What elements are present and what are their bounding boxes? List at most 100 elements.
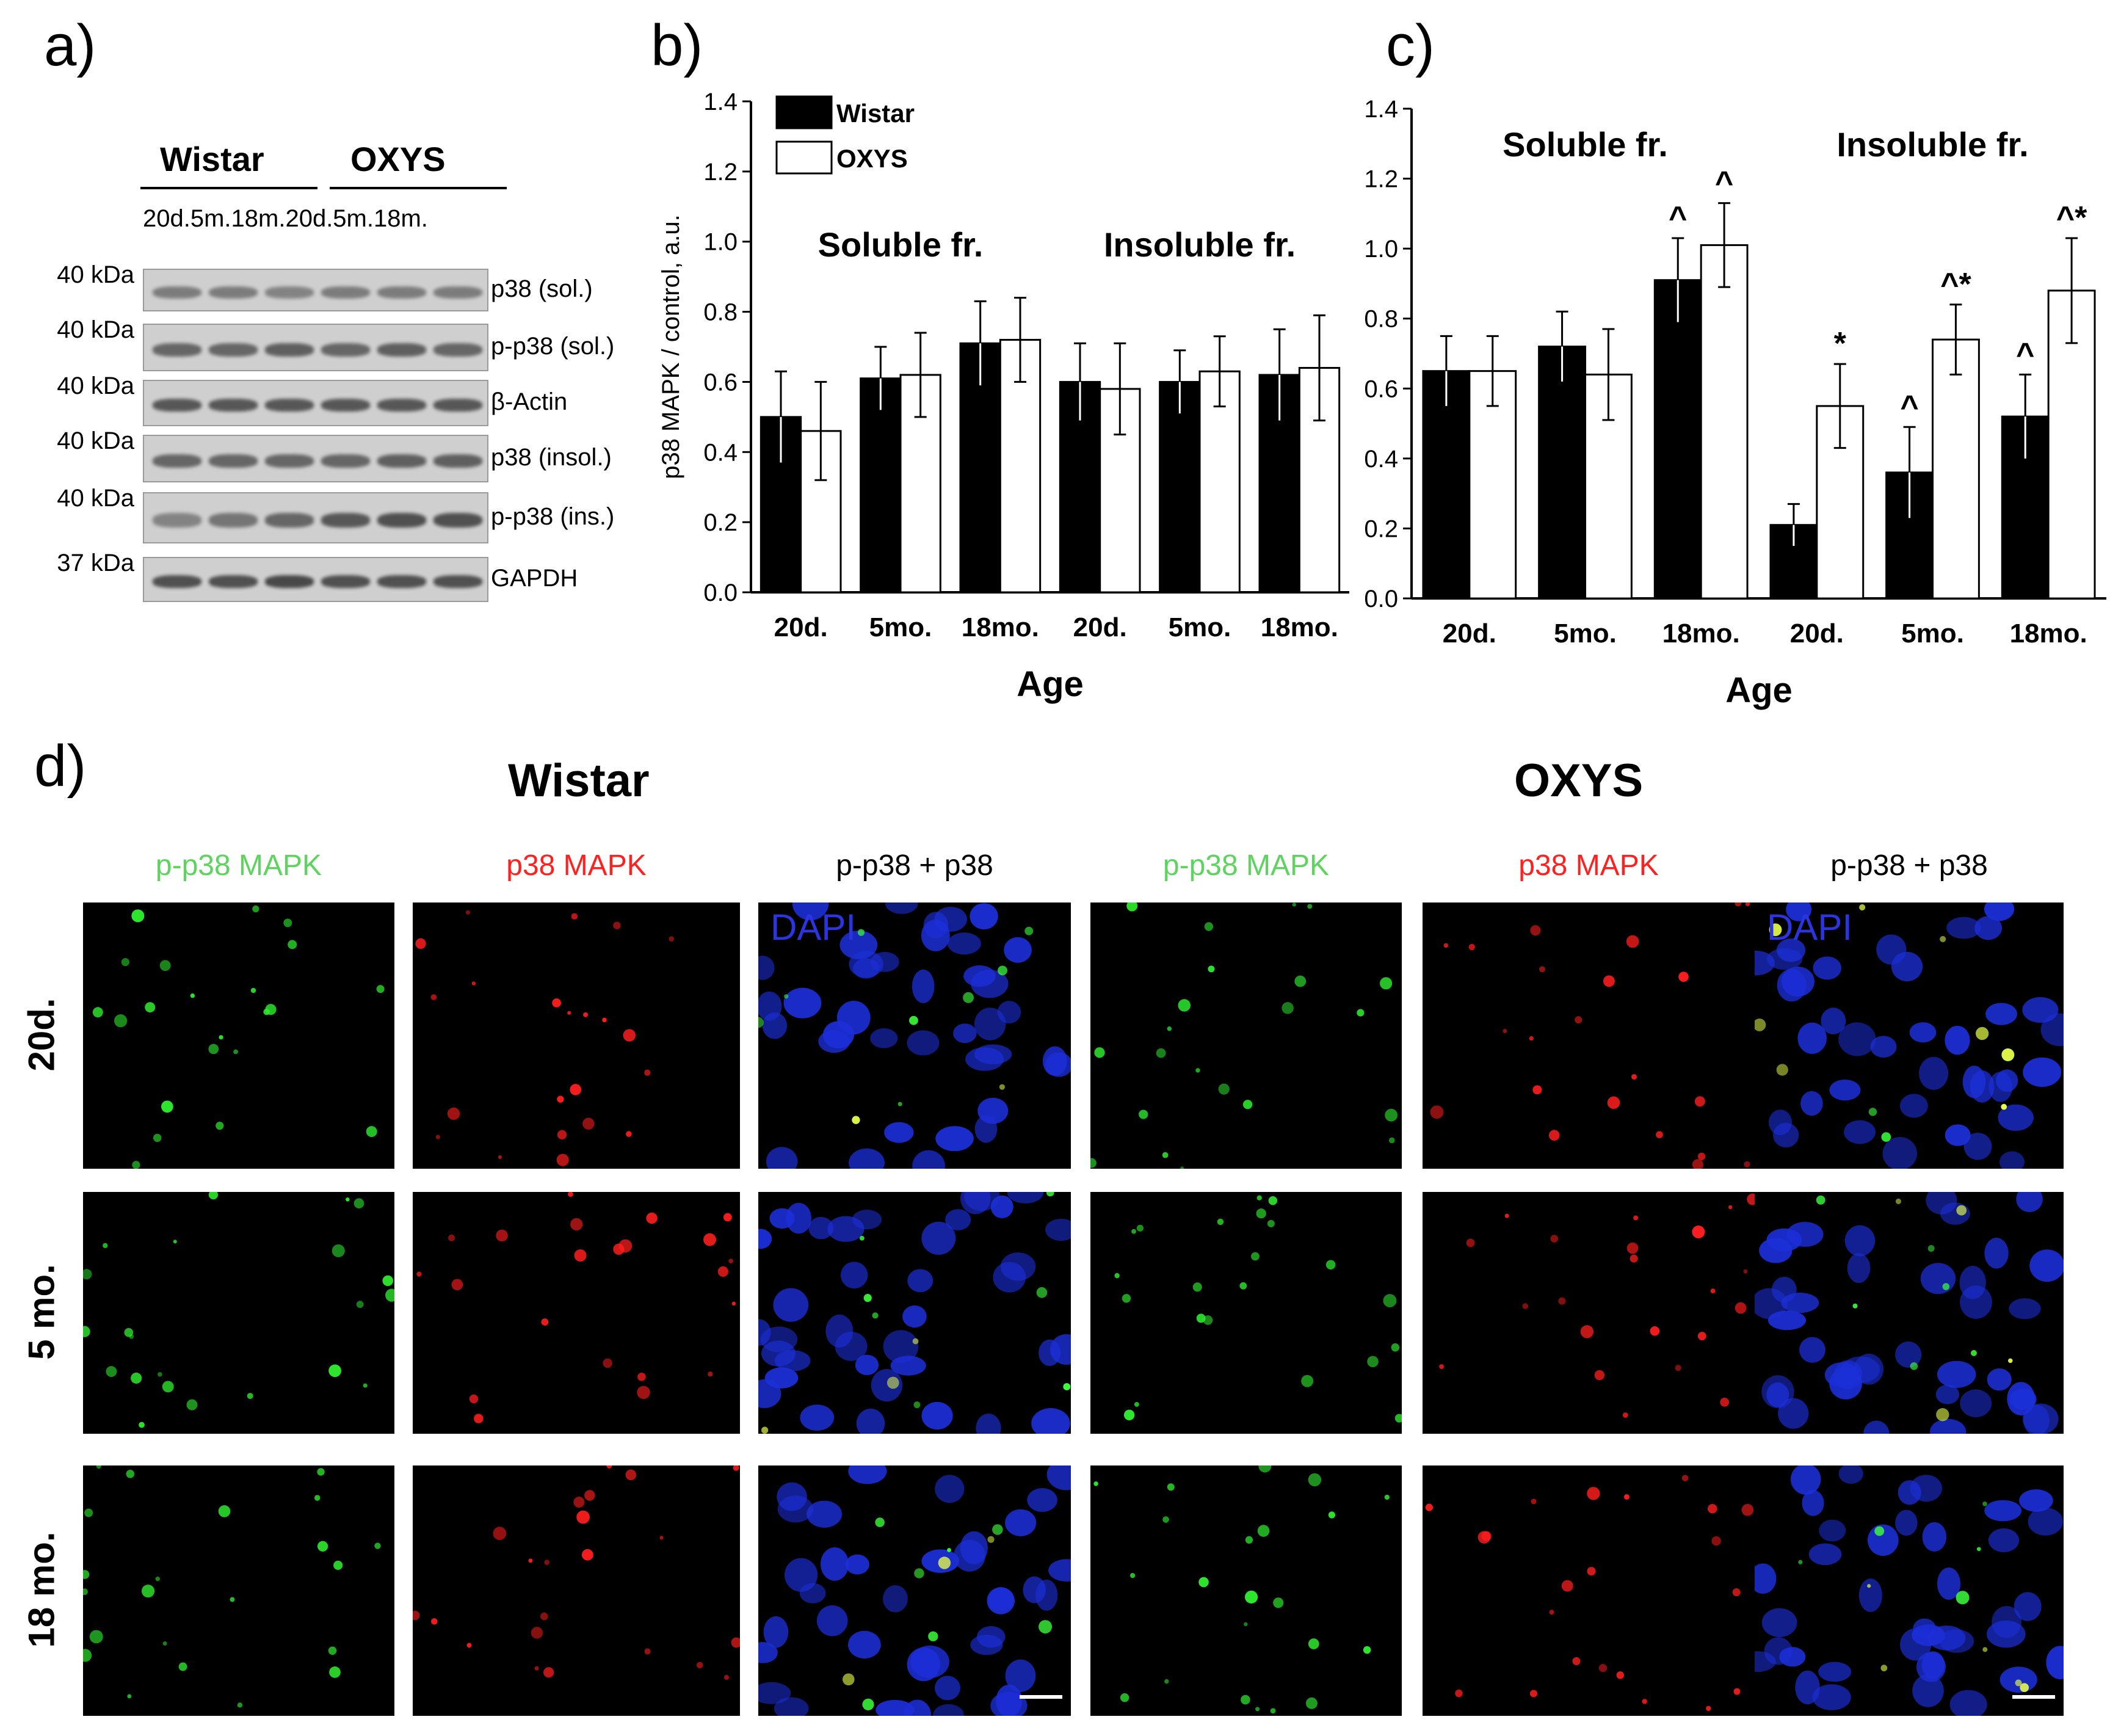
blot-band (209, 454, 258, 468)
blot-band (209, 343, 258, 357)
panel-label-c: c) (1386, 13, 1435, 78)
micrograph-tile (413, 1465, 740, 1716)
micrograph-image (758, 903, 1071, 1169)
blot-band (209, 513, 258, 528)
panel-label-d: d) (34, 733, 87, 799)
micrograph-image (1439, 1193, 1755, 1418)
bar-wistar-1 (1538, 346, 1586, 600)
micrograph-tile (1090, 1465, 1402, 1716)
blot-protein-label: β-Actin (491, 388, 568, 415)
scale-bar (1020, 1695, 1062, 1699)
blot-band (321, 513, 370, 528)
blot-underline-oxys (330, 187, 507, 189)
blot-protein-label: GAPDH (491, 565, 578, 592)
legend-label-oxys: OXYS (836, 144, 908, 173)
fraction-label: Insoluble fr. (1836, 125, 2028, 164)
micrograph-tile (1423, 1465, 1755, 1716)
x-axis-label: Age (1017, 664, 1084, 704)
micrograph-column-label: p-p38 MAPK (1162, 849, 1330, 882)
y-tick-label: 1.2 (1364, 166, 1398, 193)
micrograph-image (1093, 1465, 1390, 1714)
micrograph-image (1755, 903, 2064, 1169)
blot-protein-label: p-p38 (sol.) (491, 333, 615, 360)
blot-band (321, 399, 370, 412)
micrograph-tile (1755, 1465, 2064, 1716)
micrograph-group-wistar: Wistar (508, 755, 650, 807)
y-tick-label: 0.4 (1364, 446, 1398, 473)
micrograph-image (415, 910, 675, 1166)
micrograph-image (413, 1465, 740, 1680)
micrograph-tile (83, 1465, 394, 1716)
micrograph-column-label: p38 MAPK (1518, 849, 1659, 882)
blot-band (209, 575, 258, 588)
blot-band (153, 513, 201, 528)
x-tick-label: 20d. (1790, 619, 1844, 648)
blot-band (433, 454, 482, 468)
y-tick-label: 0.0 (1364, 586, 1398, 612)
blot-band (153, 343, 201, 357)
blot-band (377, 513, 426, 528)
x-tick-label: 5mo. (1901, 619, 1964, 648)
blot-underline-wistar (140, 187, 317, 189)
micrograph-column-label: p38 MAPK (506, 849, 647, 882)
micrograph-tile (413, 1192, 740, 1434)
micrograph-column-label: p-p38 + p38 (836, 849, 993, 882)
micrograph-tile (758, 1192, 1071, 1434)
blot-protein-label: p38 (insol.) (491, 444, 612, 471)
blot-band (433, 286, 482, 299)
y-tick-label: 0.2 (1364, 515, 1398, 542)
significance-marker: ^ (1669, 200, 1687, 236)
micrograph-tile: DAPI (758, 903, 1071, 1169)
micrograph-image (83, 1465, 381, 1708)
micrograph-image (92, 905, 385, 1169)
blot-group-wistar: Wistar (160, 140, 264, 178)
blot-kda-label: 40 kDa (57, 316, 134, 343)
micrograph-group-oxys: OXYS (1514, 755, 1644, 807)
blot-band (433, 575, 482, 588)
micrograph-row-label: 20d. (21, 998, 62, 1072)
y-tick-label: 0.8 (703, 299, 738, 326)
micrograph-column-label: p-p38 + p38 (1830, 849, 1988, 882)
blot-band (321, 343, 370, 357)
blot-band (265, 399, 314, 412)
x-tick-label: 20d. (1443, 619, 1496, 648)
x-tick-label: 18mo. (962, 612, 1039, 642)
blot-kda-label: 40 kDa (57, 427, 134, 454)
micrograph-image (758, 1465, 1071, 1716)
blot-kda-label: 40 kDa (57, 372, 134, 399)
bar-wistar-2 (1653, 279, 1702, 600)
micrograph-tile (83, 1192, 394, 1434)
x-tick-label: 5mo. (869, 612, 932, 642)
blot-band (209, 286, 258, 299)
fraction-label: Soluble fr. (818, 225, 984, 264)
scale-bar (2012, 1695, 2055, 1699)
significance-marker: ^ (2016, 336, 2034, 372)
micrograph-tile (1090, 1192, 1402, 1434)
blot-strip (143, 435, 488, 482)
legend-label-wistar: Wistar (836, 99, 915, 128)
x-tick-label: 18mo. (2010, 619, 2087, 648)
blot-band (153, 575, 201, 588)
micrograph-row-label: 5 mo. (21, 1264, 62, 1360)
blot-band (265, 286, 314, 299)
chart-c-soluble-insoluble-pp38: 0.0 0.2 0.4 0.6 0.8 1.0 1.2 1.4 20d. 5mo. 18mo. 20d… (1364, 96, 2106, 710)
micrograph-image (1755, 1192, 2064, 1434)
blot-protein-label: p-p38 (ins.) (491, 503, 615, 530)
blot-band (265, 513, 314, 528)
blot-strip (143, 380, 488, 426)
fraction-label: Insoluble fr. (1104, 225, 1296, 264)
significance-marker: ^ (1900, 389, 1918, 424)
y-tick-label: 1.4 (1364, 96, 1398, 123)
blot-band (377, 399, 426, 412)
bar-wistar-4 (1159, 380, 1201, 594)
x-tick-label: 5mo. (1554, 619, 1617, 648)
y-axis-label: p38 MAPK / control, a.u. (658, 214, 684, 479)
micrograph-image (1755, 1465, 2064, 1716)
bar-oxys-2 (1700, 244, 1749, 600)
blot-band (265, 454, 314, 468)
blot-band (321, 575, 370, 588)
blot-band (377, 286, 426, 299)
micrograph-tile (83, 903, 394, 1169)
micrograph-tile (1090, 903, 1402, 1169)
blot-strip (143, 269, 488, 311)
